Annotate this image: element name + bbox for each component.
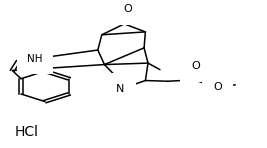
Text: O: O [123,4,132,14]
Text: NH: NH [27,54,43,63]
Text: O: O [213,82,222,92]
Text: O: O [191,61,200,71]
Text: N: N [116,84,124,94]
Text: HCl: HCl [15,125,39,139]
